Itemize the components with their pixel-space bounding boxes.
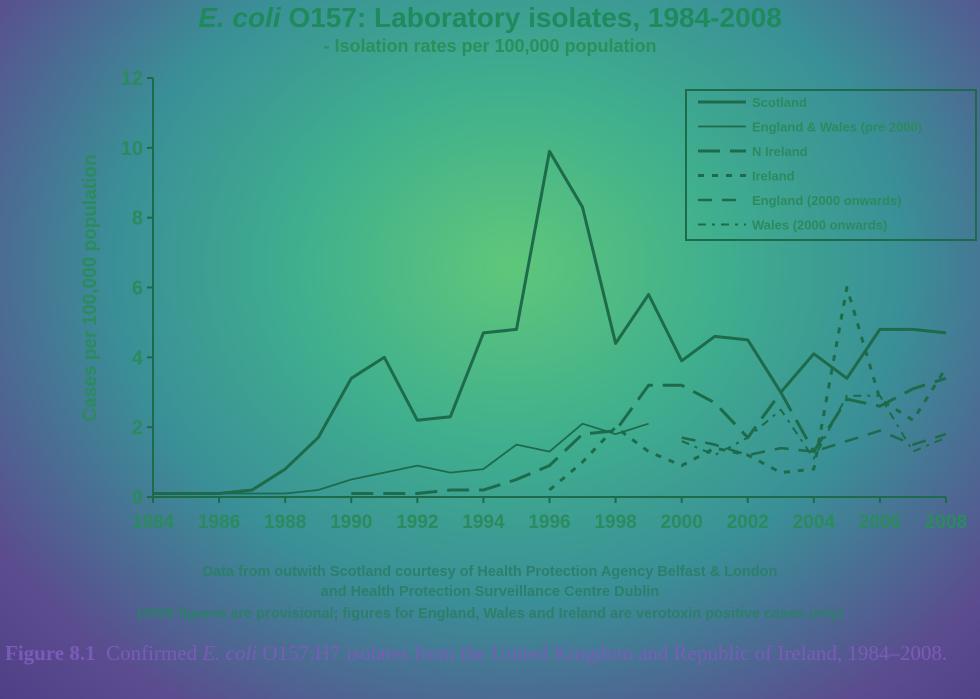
figure-label: Figure 8.1 xyxy=(5,641,96,665)
legend-label-3: Ireland xyxy=(752,169,795,184)
line-chart: 0 2 4 6 8 10 12 1984 1986 1988 1990 1992 1994 1996 199… xyxy=(80,68,977,533)
x-tick-label: 1986 xyxy=(198,512,240,533)
series-line-4 xyxy=(681,429,947,457)
legend-label-2: N Ireland xyxy=(752,144,808,159)
caption-part2: O157:H7 isolates from the United Kingdom… xyxy=(262,641,948,665)
x-tick-label: 1984 xyxy=(132,512,175,533)
caption-part1: Confirmed xyxy=(106,641,198,665)
x-tick-label: 2006 xyxy=(859,512,901,533)
legend-label-1: England & Wales (pre 2000) xyxy=(752,120,922,135)
y-tick-label: 8 xyxy=(132,208,143,230)
series-line-3 xyxy=(548,286,948,492)
series-line-5 xyxy=(681,394,947,460)
x-tick-label: 1996 xyxy=(528,512,570,533)
figure-caption: Figure 8.1 Confirmed E. coli O157:H7 iso… xyxy=(5,640,975,667)
legend-label-5: Wales (2000 onwards) xyxy=(752,218,887,233)
y-tick-label: 2 xyxy=(132,417,143,439)
legend-label-4: England (2000 onwards) xyxy=(752,193,902,208)
x-tick-label: 1988 xyxy=(264,512,306,533)
x-tick-label: 1992 xyxy=(396,512,438,533)
chart-title-rest: O157: Laboratory isolates, 1984-2008 xyxy=(288,2,782,33)
data-source-note-line2: and Health Protection Surveillance Centr… xyxy=(320,584,660,600)
series-line-1 xyxy=(153,422,649,495)
x-tick-label: 1998 xyxy=(594,512,636,533)
chart-title: E. coli O157: Laboratory isolates, 1984-… xyxy=(0,2,980,34)
y-tick-label: 10 xyxy=(121,138,143,160)
y-tick-label: 12 xyxy=(121,68,143,90)
x-tick-label: 2002 xyxy=(727,512,769,533)
legend-label-0: Scotland xyxy=(752,95,807,110)
x-tick-label: 1994 xyxy=(462,512,505,533)
y-tick-label: 6 xyxy=(132,278,143,300)
x-tick-label: 2004 xyxy=(793,512,836,533)
x-tick-label: 2008 xyxy=(925,512,967,533)
legend-box xyxy=(685,89,977,241)
provisional-note: (2008 figures are provisional; figures f… xyxy=(136,606,844,622)
x-tick-label: 2000 xyxy=(661,512,703,533)
y-axis-label: Cases per 100,000 population xyxy=(80,154,101,421)
data-source-note-line1: Data from outwith Scotland courtesy of H… xyxy=(202,564,778,580)
caption-italic: E. coli xyxy=(202,641,258,665)
y-tick-label: 0 xyxy=(132,487,143,509)
chart-subtitle: - Isolation rates per 100,000 population xyxy=(323,36,657,56)
x-tick-label: 1990 xyxy=(330,512,372,533)
y-tick-label: 4 xyxy=(132,347,144,369)
series-line-2 xyxy=(351,376,947,495)
series-line-0 xyxy=(153,149,947,495)
chart-title-italic: E. coli xyxy=(198,2,281,33)
